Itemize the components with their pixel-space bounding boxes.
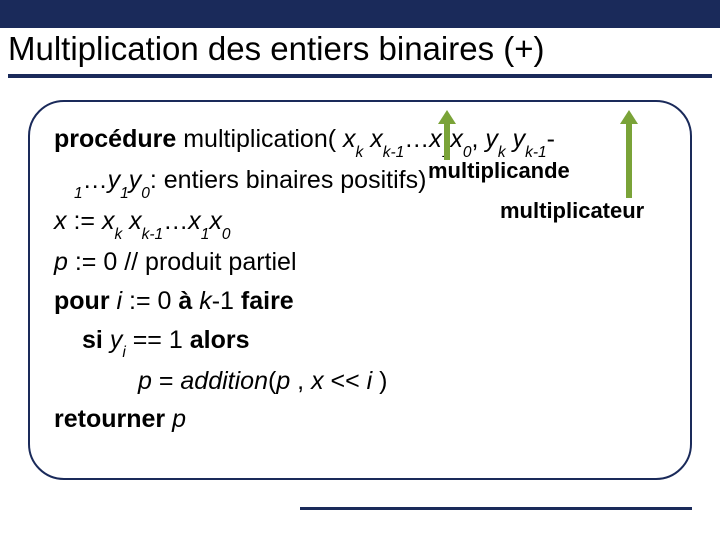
arrow-up-icon — [620, 110, 638, 124]
call-line: p = addition(p , x << i ) — [54, 362, 666, 401]
proc-name: multiplication — [183, 125, 328, 153]
for-line: pour i := 0 à k-1 faire — [54, 282, 666, 321]
kw-then: alors — [190, 326, 250, 354]
title-underline — [8, 74, 712, 78]
kw-do: faire — [241, 287, 294, 315]
content-wrap: procédure multiplication( xk xk-1…x1x0, … — [28, 100, 692, 480]
procedure-bubble: procédure multiplication( xk xk-1…x1x0, … — [28, 100, 692, 480]
page-title: Multiplication des entiers binaires (+) — [8, 30, 712, 72]
kw-procedure: procédure — [54, 125, 176, 153]
colon: : — [150, 166, 164, 194]
proc-line-2: 1…y1y0: entiers binaires positifs) — [54, 161, 666, 202]
title-row: Multiplication des entiers binaires (+) — [8, 30, 712, 78]
if-line: si yi == 1 alors — [54, 321, 666, 362]
label-multiplicande: multiplicande — [428, 158, 570, 184]
kw-return: retourner — [54, 405, 165, 433]
header-bar — [0, 0, 720, 28]
assign-p: p := 0 // produit partiel — [54, 243, 666, 282]
label-multiplicateur: multiplicateur — [500, 198, 644, 224]
return-line: retourner p — [54, 400, 666, 439]
footer-line — [300, 507, 692, 510]
arrow-multiplicande — [438, 110, 456, 160]
comment: // produit partiel — [124, 248, 296, 276]
kw-for: pour — [54, 287, 110, 315]
arrow-multiplicateur — [620, 110, 638, 198]
arrow-up-icon — [438, 110, 456, 124]
proc-line-1: procédure multiplication( xk xk-1…x1x0, … — [54, 120, 666, 161]
kw-if: si — [82, 326, 103, 354]
param-type: entiers binaires positifs — [164, 166, 418, 194]
